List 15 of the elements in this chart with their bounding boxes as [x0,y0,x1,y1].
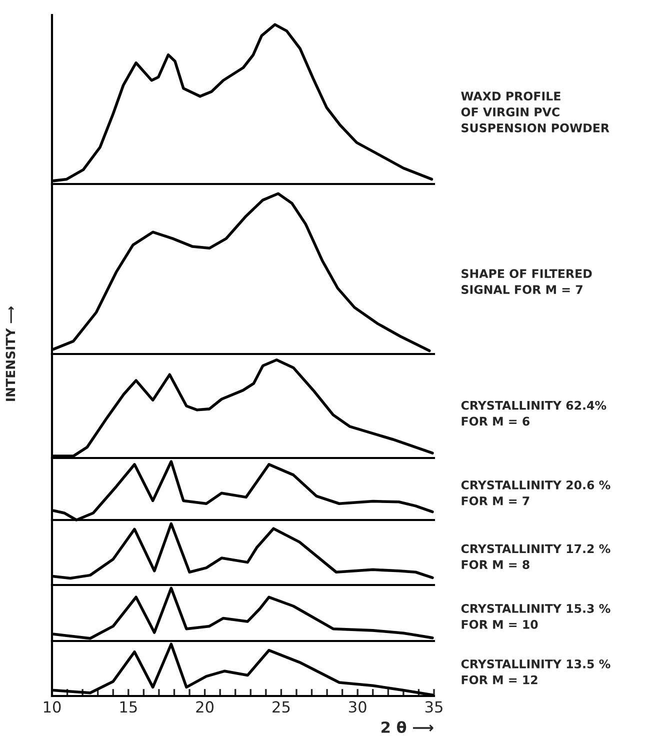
x-tick-label: 15 [120,701,137,713]
text: CRYSTALLINITY 62.4% FOR M = 6 [461,400,606,426]
text: CRYSTALLINITY 13.5 % FOR M = 12 [461,659,610,684]
x-tick-label: 20 [196,701,214,713]
x-tick-label: 25 [272,701,290,713]
y-axis-title: INTENSITY ⟶ [6,306,16,401]
x-tick-label: 35 [425,701,442,713]
text: CRYSTALLINITY 15.3 % FOR M = 10 [461,604,610,629]
text: CRYSTALLINITY 20.6 % FOR M = 7 [461,480,610,506]
x-axis-title: 2 θ ⟶ [382,721,434,733]
text: CRYSTALLINITY 17.2 % FOR M = 8 [461,544,610,570]
text: SHAPE OF FILTERED SIGNAL FOR M = 7 [462,269,592,294]
x-tick-label: 30 [349,701,366,713]
x-tick-label: 10 [44,701,61,713]
text: WAXD PROFILE OF VIRGIN PVC SUSPENSION POWDER [461,92,610,132]
